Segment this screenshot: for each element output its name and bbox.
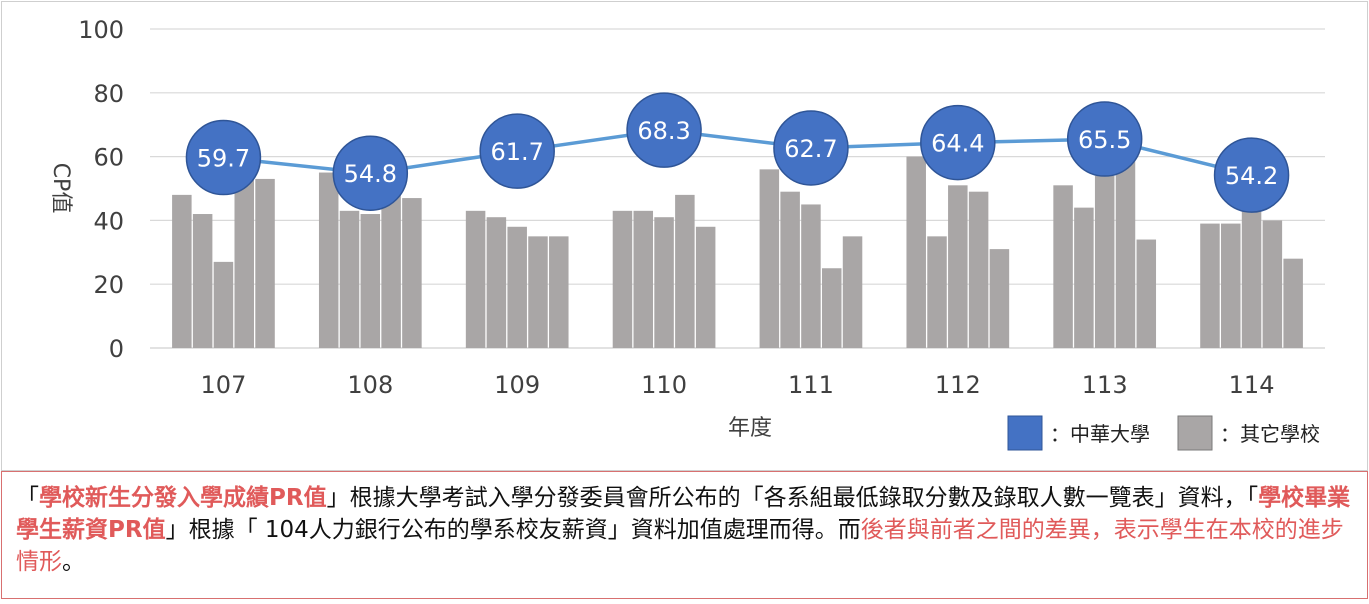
x-tick-label: 109 — [494, 371, 540, 399]
chu-value-bubble — [1066, 101, 1143, 177]
legend-label-chu: ：中華大學 — [1050, 422, 1150, 446]
legend-swatch-others — [1177, 415, 1213, 451]
y-tick-label: 0 — [109, 335, 124, 363]
other-school-bar — [1074, 207, 1094, 348]
other-school-bar — [360, 214, 381, 348]
other-school-bar — [1262, 220, 1283, 348]
x-tick-label: 110 — [641, 371, 687, 399]
other-school-bar — [549, 236, 569, 348]
chu-value-label: 54.8 — [344, 160, 397, 188]
other-school-bar — [612, 210, 633, 348]
chu-value-label: 61.7 — [490, 138, 543, 166]
x-tick-label: 114 — [1229, 371, 1275, 399]
other-school-bar — [318, 172, 339, 348]
chu-value-label: 64.4 — [931, 130, 984, 158]
other-school-bar — [759, 169, 780, 348]
other-school-bar — [1200, 223, 1220, 348]
chu-value-bubble — [332, 135, 409, 211]
y-tick-label: 20 — [93, 271, 124, 299]
x-axis-title: 年度 — [728, 416, 772, 441]
y-axis-title: CP值 — [48, 163, 73, 214]
chu-value-bubble — [920, 104, 996, 181]
y-tick-label: 40 — [93, 207, 124, 235]
chu-value-label: 54.2 — [1225, 162, 1278, 190]
other-school-bar — [172, 194, 192, 348]
other-school-bar — [842, 236, 863, 348]
other-school-bar — [1115, 156, 1136, 348]
legend-swatch-chu — [1007, 415, 1043, 451]
other-school-bar — [213, 261, 234, 348]
other-school-bar — [381, 194, 401, 348]
y-tick-label: 80 — [93, 80, 124, 108]
other-school-bar — [255, 178, 275, 348]
other-school-bar — [1053, 185, 1073, 348]
other-school-bar — [780, 191, 800, 348]
other-school-bar — [821, 268, 842, 348]
chu-value-bubbles: 59.7 54.8 61.7 68.3 62.7 64.4 65.5 54.2 — [185, 92, 1290, 213]
other-school-bar — [465, 210, 486, 348]
x-axis-ticks: 107 108 109 110 111 112 113 114 — [201, 371, 1275, 399]
chu-value-label: 62.7 — [784, 135, 837, 163]
chu-value-label: 59.7 — [197, 145, 250, 173]
other-school-bars — [172, 156, 1303, 348]
chu-value-bubble — [185, 119, 262, 196]
note-text-3: 」根據「 104人力銀行公布的學系校友薪資」資料加值處理而得。而 — [165, 517, 861, 543]
other-school-bar — [633, 210, 654, 348]
other-school-bar — [234, 166, 254, 348]
other-school-bar — [402, 198, 422, 348]
y-tick-label: 100 — [78, 16, 124, 44]
chart-area: 0 20 40 60 80 100 107 108 109 110 111 112 113 114 59… — [1, 1, 1368, 471]
other-school-bar — [1136, 239, 1157, 348]
note-text-1: 「 — [16, 485, 39, 511]
other-school-bar — [1221, 223, 1241, 348]
other-school-bar — [1283, 258, 1303, 348]
note-text-2: 」根據大學考試入學分發委員會所公布的「各系組最低錄取分數及錄取人數一覽表」資料，… — [326, 485, 1259, 511]
x-tick-label: 108 — [347, 371, 393, 399]
other-school-bar — [1241, 207, 1262, 348]
other-school-bar — [968, 191, 989, 348]
other-school-bar — [528, 236, 548, 348]
chu-value-bubble — [626, 92, 702, 168]
other-school-bar — [1094, 175, 1115, 348]
other-school-bar — [948, 185, 968, 348]
other-school-bar — [989, 249, 1010, 348]
x-tick-label: 107 — [201, 371, 247, 399]
cp-value-chart: 0 20 40 60 80 100 107 108 109 110 111 112 113 114 59… — [48, 16, 1325, 451]
chu-value-label: 68.3 — [637, 117, 690, 145]
other-school-bar — [801, 204, 821, 348]
chu-value-bubble — [773, 110, 849, 186]
chu-value-bubble — [479, 113, 555, 189]
explanation-note: 「學校新生分發入學成績PR值」根據大學考試入學分發委員會所公布的「各系組最低錄取… — [1, 471, 1368, 599]
other-school-bar — [675, 194, 695, 348]
other-school-bar — [507, 226, 527, 348]
other-school-bar — [654, 217, 674, 348]
y-axis-ticks: 0 20 40 60 80 100 — [78, 16, 124, 363]
other-school-bar — [339, 210, 360, 348]
note-text-4: 。 — [62, 549, 85, 575]
note-highlight-admission-pr: 學校新生分發入學成績PR值 — [39, 485, 327, 511]
other-school-bar — [695, 226, 716, 348]
y-tick-label: 60 — [93, 144, 124, 172]
other-school-bar — [927, 236, 947, 348]
other-school-bar — [192, 214, 213, 348]
chu-value-bubble — [1213, 137, 1290, 213]
x-tick-label: 112 — [935, 371, 981, 399]
x-tick-label: 111 — [788, 371, 834, 399]
x-tick-label: 113 — [1082, 371, 1128, 399]
legend-label-others: ：其它學校 — [1220, 422, 1320, 446]
chu-value-label: 65.5 — [1078, 126, 1131, 154]
legend: ：中華大學 ：其它學校 — [1007, 415, 1320, 451]
note-highlight-progress: 後者與前者之間的差異，表示學生在本校的進步情形 — [16, 517, 1344, 575]
other-school-bar — [906, 156, 926, 348]
note-highlight-salary-pr: 學校畢業學生薪資PR值 — [16, 485, 1351, 543]
other-school-bar — [486, 217, 507, 348]
